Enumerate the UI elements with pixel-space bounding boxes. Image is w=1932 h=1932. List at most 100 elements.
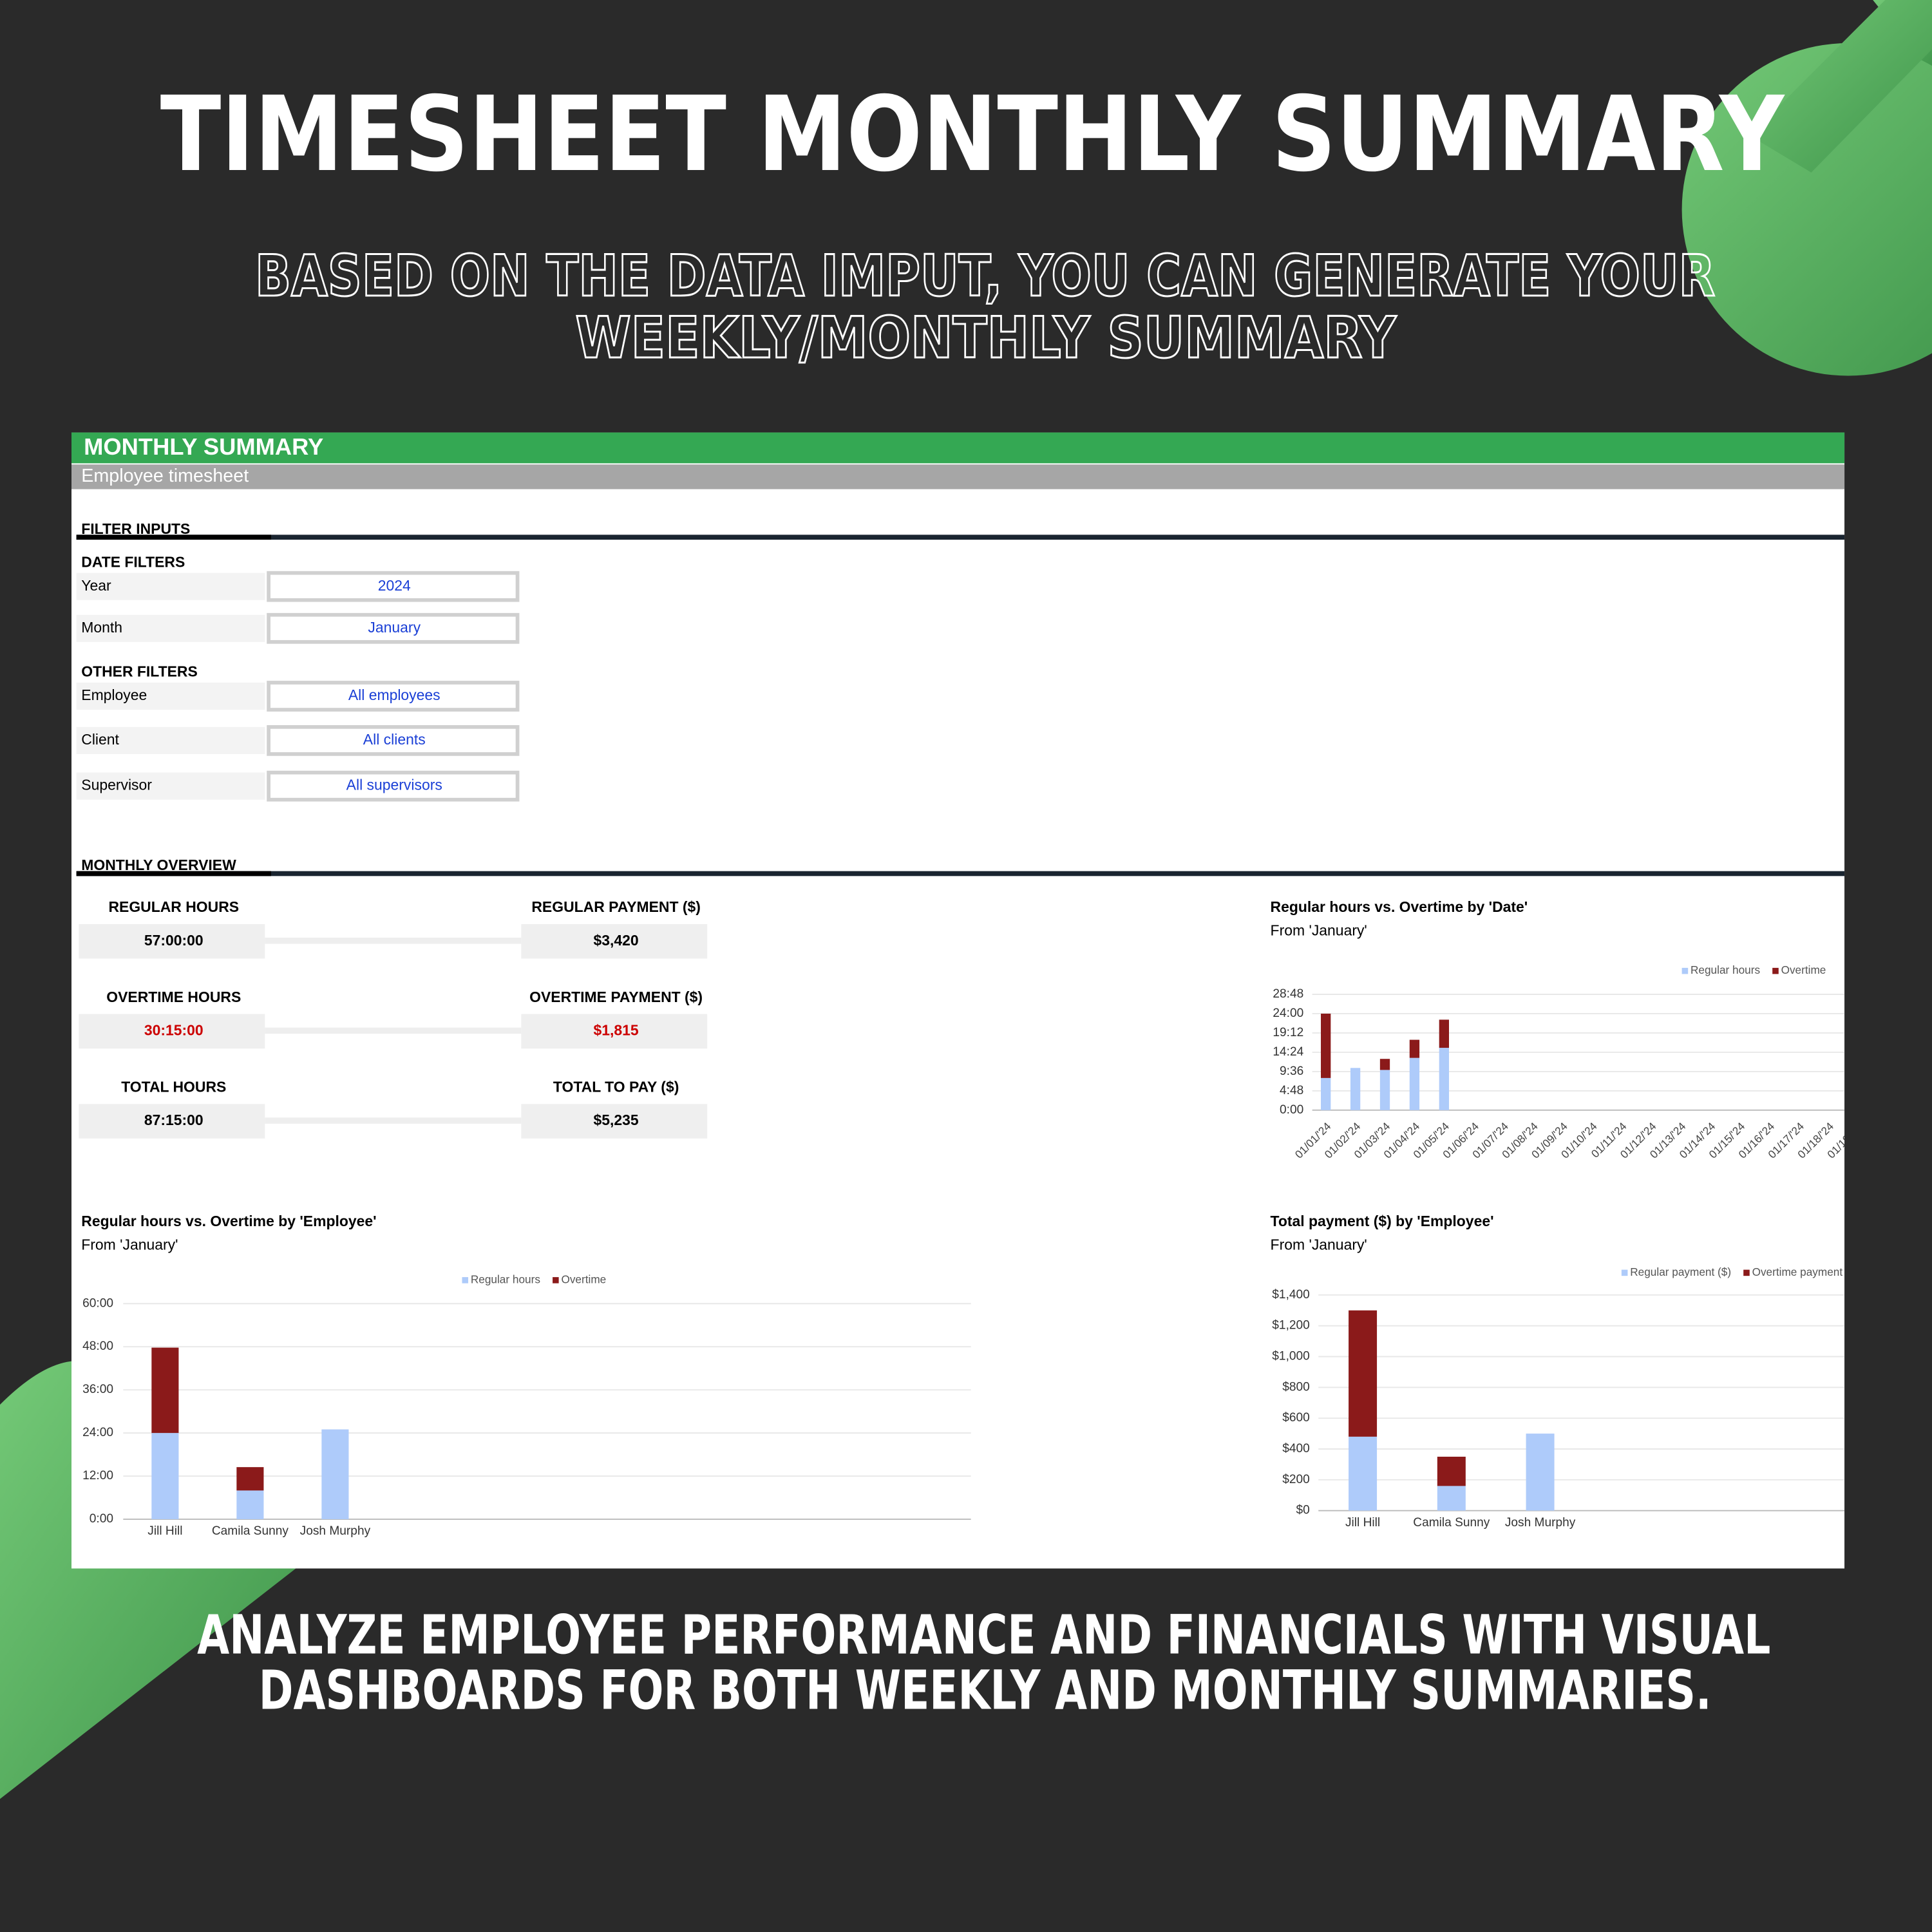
hero-subtitle: BASED ON THE DATA IMPUT, YOU CAN GENERAT… bbox=[255, 243, 1715, 309]
kpi-box bbox=[521, 1104, 708, 1139]
y-tick-label: $0 bbox=[1296, 1504, 1310, 1517]
x-tick-label: Jill Hill bbox=[147, 1524, 182, 1538]
filter-input bbox=[267, 612, 520, 644]
kpi-box bbox=[79, 1104, 265, 1139]
filter-group-heading: DATE FILTERS bbox=[81, 553, 185, 570]
y-tick-label: $400 bbox=[1282, 1442, 1310, 1455]
legend-label: Regular hours bbox=[471, 1273, 540, 1285]
bar bbox=[151, 1347, 179, 1434]
bar bbox=[1379, 1070, 1390, 1110]
chart-subtitle: From 'January' bbox=[1271, 1236, 1367, 1253]
spreadsheet: MONTHLY SUMMARY Employee timesheet FILTE… bbox=[71, 432, 1859, 1569]
filter-input bbox=[267, 770, 520, 802]
kpi-label: REGULAR PAYMENT ($) bbox=[531, 898, 701, 915]
kpi-connector bbox=[265, 1117, 522, 1124]
filter-value: All employees bbox=[348, 687, 440, 703]
hero-title: TIMESHEET MONTHLY SUMMARY bbox=[160, 74, 1785, 194]
legend-label: Regular payment ($) bbox=[1630, 1265, 1731, 1278]
chart-title: Regular hours vs. Overtime by 'Date' bbox=[1271, 898, 1528, 915]
filter-label-cell bbox=[76, 772, 265, 800]
hero-subtitle: WEEKLY/MONTHLY SUMMARY bbox=[575, 305, 1396, 371]
y-tick-label: 24:00 bbox=[82, 1426, 113, 1439]
legend-swatch bbox=[1621, 1269, 1628, 1276]
sheet-header bbox=[71, 432, 1845, 464]
footer-text: DASHBOARDS FOR BOTH WEEKLY AND MONTHLY S… bbox=[259, 1659, 1712, 1722]
section-heading: FILTER INPUTS bbox=[81, 520, 190, 537]
kpi-box bbox=[521, 923, 708, 959]
bar bbox=[1349, 1310, 1378, 1437]
filter-label: Employee bbox=[81, 687, 147, 703]
y-tick-label: 0:00 bbox=[1280, 1103, 1303, 1117]
y-tick-label: 48:00 bbox=[82, 1340, 113, 1353]
bar bbox=[1439, 1048, 1449, 1110]
sheet-title: MONTHLY SUMMARY bbox=[84, 433, 323, 460]
section-rule bbox=[76, 535, 1845, 540]
filter-value: 2024 bbox=[378, 577, 411, 594]
kpi-value: $3,420 bbox=[594, 932, 639, 949]
legend-label: Overtime payment ($) bbox=[1752, 1265, 1859, 1278]
bar bbox=[1321, 1077, 1331, 1110]
bar bbox=[236, 1467, 264, 1491]
kpi-value: 87:15:00 bbox=[144, 1112, 204, 1128]
y-tick-label: $200 bbox=[1282, 1473, 1310, 1486]
filter-input bbox=[267, 681, 520, 712]
legend-swatch bbox=[1681, 967, 1689, 974]
filter-label-cell bbox=[76, 682, 265, 710]
decor-band bbox=[1749, 0, 1932, 173]
x-tick-label: Camila Sunny bbox=[212, 1524, 289, 1538]
filter-value: January bbox=[368, 619, 421, 636]
bar bbox=[1379, 1059, 1390, 1070]
sheet-subheader bbox=[71, 464, 1845, 489]
decor-circle bbox=[1681, 43, 1932, 376]
kpi-label: OVERTIME PAYMENT ($) bbox=[529, 989, 703, 1005]
section-rule bbox=[76, 535, 271, 540]
filter-label: Year bbox=[81, 577, 111, 594]
y-tick-label: $1,000 bbox=[1272, 1350, 1310, 1363]
filter-label: Client bbox=[81, 731, 119, 748]
bar bbox=[1349, 1436, 1378, 1511]
kpi-box bbox=[79, 923, 265, 959]
chart-subtitle: From 'January' bbox=[1271, 922, 1367, 938]
kpi-connector bbox=[265, 937, 522, 944]
filter-label-cell bbox=[76, 573, 265, 600]
y-tick-label: $600 bbox=[1282, 1411, 1310, 1425]
filter-value: All supervisors bbox=[346, 777, 442, 793]
x-tick-label: Josh Murphy bbox=[1505, 1516, 1576, 1530]
footer-text: ANALYZE EMPLOYEE PERFORMANCE AND FINANCI… bbox=[197, 1604, 1770, 1667]
y-tick-label: 24:00 bbox=[1273, 1007, 1303, 1020]
legend-label: Regular hours bbox=[1690, 963, 1760, 976]
filter-value: All clients bbox=[363, 731, 426, 748]
kpi-value: 57:00:00 bbox=[144, 932, 204, 949]
legend-swatch bbox=[553, 1277, 559, 1283]
kpi-box bbox=[79, 1014, 265, 1049]
filter-group-heading: OTHER FILTERS bbox=[81, 663, 198, 680]
legend-swatch bbox=[1772, 967, 1779, 974]
y-tick-label: 36:00 bbox=[82, 1383, 113, 1396]
bar bbox=[151, 1433, 179, 1520]
bar bbox=[1437, 1486, 1466, 1511]
kpi-value: 30:15:00 bbox=[144, 1021, 204, 1038]
chart-title: Regular hours vs. Overtime by 'Employee' bbox=[81, 1213, 376, 1229]
y-tick-label: 9:36 bbox=[1280, 1065, 1303, 1078]
bar bbox=[1350, 1068, 1361, 1110]
x-tick-label: Josh Murphy bbox=[300, 1524, 371, 1538]
legend-label: Overtime bbox=[1781, 963, 1826, 976]
y-tick-label: 4:48 bbox=[1280, 1084, 1303, 1097]
kpi-label: TOTAL TO PAY ($) bbox=[553, 1078, 679, 1095]
kpi-value: $1,815 bbox=[594, 1021, 639, 1038]
sheet-subtitle: Employee timesheet bbox=[81, 466, 249, 486]
bar bbox=[1526, 1434, 1555, 1511]
y-tick-label: 12:00 bbox=[82, 1469, 113, 1482]
bar bbox=[321, 1429, 349, 1520]
bar bbox=[1409, 1057, 1420, 1110]
section-heading: MONTHLY OVERVIEW bbox=[81, 857, 236, 873]
x-tick-label: Camila Sunny bbox=[1413, 1516, 1490, 1530]
sheet-bg bbox=[71, 432, 1845, 1569]
y-tick-label: $1,200 bbox=[1272, 1319, 1310, 1332]
section-rule bbox=[76, 871, 1845, 876]
y-tick-label: 0:00 bbox=[90, 1512, 113, 1526]
section-rule bbox=[76, 871, 271, 876]
kpi-value: $5,235 bbox=[594, 1112, 639, 1128]
